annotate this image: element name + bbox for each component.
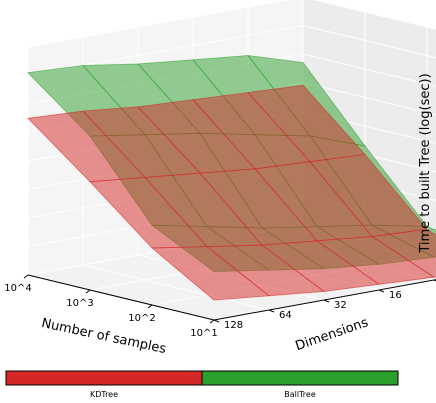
back-wall-gridline bbox=[302, 82, 436, 116]
legend-label-balltree: BallTree bbox=[284, 390, 316, 399]
y-tick-mark bbox=[378, 289, 385, 293]
left-wall-gridline bbox=[27, 0, 290, 48]
tick-labels: 10^410^310^210^112864321682-2-3-4-5-6-7-… bbox=[4, 283, 402, 339]
y-tick-mark bbox=[433, 279, 436, 282]
kdtree-surface bbox=[27, 84, 436, 301]
x-tick-label: 10^3 bbox=[66, 298, 93, 309]
x-tick-label: 10^2 bbox=[128, 313, 155, 324]
y-tick-label: 128 bbox=[224, 320, 243, 331]
x-tick-mark bbox=[85, 289, 91, 294]
x-tick-mark bbox=[209, 319, 215, 324]
legend: KDTree BallTree bbox=[5, 370, 399, 399]
x-tick-mark bbox=[23, 274, 29, 279]
axes-lines bbox=[23, 274, 436, 324]
y-tick-label: 64 bbox=[279, 310, 292, 321]
surfaces bbox=[27, 54, 436, 301]
x-tick-label: 10^1 bbox=[190, 328, 217, 339]
z-axis-label: Time to built Tree (log(sec)) bbox=[418, 73, 433, 253]
y-axis-label: Dimensions bbox=[294, 315, 371, 354]
back-wall-gridline bbox=[302, 25, 436, 59]
y-tick-mark bbox=[323, 299, 330, 303]
x-axis-line bbox=[27, 274, 215, 321]
y-tick-mark bbox=[268, 309, 275, 313]
kdtree-patch bbox=[370, 228, 436, 278]
y-tick-mark bbox=[213, 319, 220, 323]
y-tick-label: 32 bbox=[334, 300, 347, 311]
x-tick-label: 10^4 bbox=[4, 283, 31, 294]
legend-swatch-kdtree bbox=[5, 370, 203, 386]
x-tick-mark bbox=[147, 304, 153, 309]
floor-gridline bbox=[82, 264, 270, 311]
y-tick-label: 16 bbox=[389, 290, 402, 301]
legend-swatch-balltree bbox=[201, 370, 399, 386]
back-wall-gridline bbox=[313, 0, 436, 30]
y-axis-line bbox=[213, 279, 436, 321]
back-wall-gridline bbox=[302, 53, 436, 87]
legend-label-kdtree: KDTree bbox=[90, 390, 118, 399]
